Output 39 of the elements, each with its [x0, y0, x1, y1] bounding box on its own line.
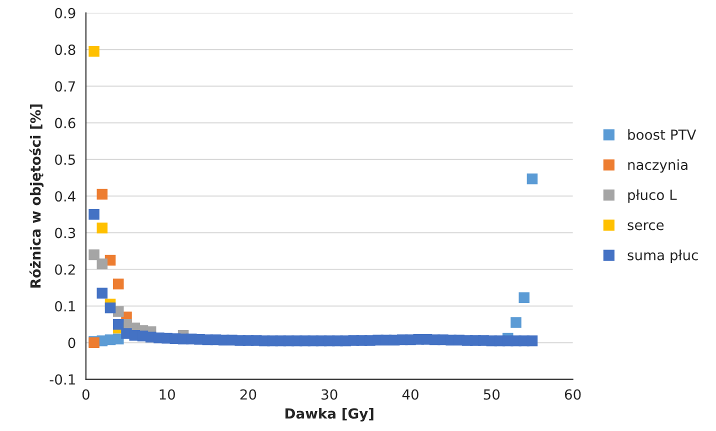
point	[510, 317, 522, 328]
point	[96, 222, 108, 234]
y-tick-label: 0.1	[55, 300, 75, 312]
y-tick-label: 0.7	[55, 81, 76, 92]
x-tick-label: 0	[82, 389, 90, 400]
y-tick-label: 0.5	[55, 154, 75, 165]
legend-label: naczynia	[628, 159, 688, 173]
x-tick-label: 30	[322, 389, 338, 400]
y-tick-label: 0.6	[55, 118, 76, 128]
x-tick-label: 20	[240, 389, 256, 400]
y-tick-label: 0	[68, 338, 76, 348]
y-tick-label: 0.2	[55, 264, 75, 275]
x-tick-label: 50	[484, 389, 500, 400]
x-axis-title: Dawka [Gy]	[285, 408, 374, 422]
y-axis-title: Różnica w objętości [%]	[29, 104, 44, 288]
point	[113, 318, 124, 330]
point	[526, 335, 538, 346]
y-tick-label: 0.9	[55, 8, 76, 18]
point	[526, 174, 538, 184]
legend-label: płuco L	[628, 189, 677, 203]
y-tick-label: 0.3	[55, 228, 76, 238]
legend-label: boost PTV	[628, 129, 696, 140]
point	[518, 292, 530, 303]
x-tick-label: 10	[160, 389, 175, 400]
point	[88, 46, 100, 57]
x-tick-label: 40	[402, 389, 418, 400]
point	[104, 302, 116, 314]
x-tick-label: 60	[564, 389, 581, 400]
point	[88, 209, 100, 220]
point	[113, 278, 124, 290]
y-tick-label: 0.4	[55, 191, 76, 202]
legend-label: serce	[628, 222, 664, 230]
point	[96, 258, 108, 270]
point	[88, 249, 100, 260]
y-tick-label: -0.1	[50, 374, 75, 385]
legend-label: suma płuc	[628, 250, 698, 264]
point	[96, 288, 108, 299]
point	[96, 188, 108, 200]
y-tick-label: 0.8	[55, 44, 76, 56]
